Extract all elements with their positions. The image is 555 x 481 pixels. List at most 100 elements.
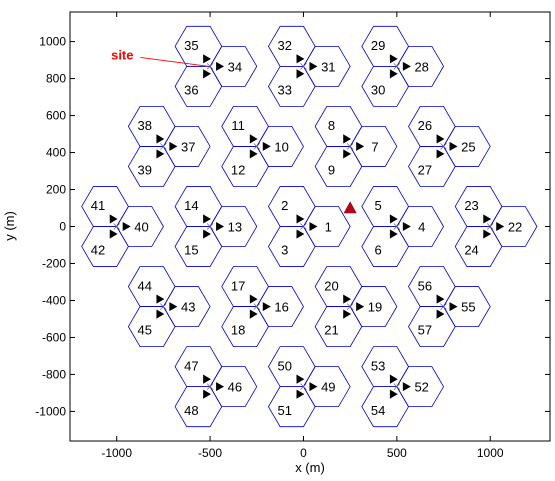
cell-label: 15 bbox=[184, 243, 198, 258]
cell-label: 45 bbox=[137, 323, 151, 338]
cell-label: 57 bbox=[418, 323, 432, 338]
user-marker-group bbox=[343, 201, 357, 214]
cell-label: 46 bbox=[228, 380, 242, 395]
site-cross bbox=[113, 223, 120, 230]
site-annotation-label: site bbox=[111, 47, 133, 62]
cell-label: 8 bbox=[328, 118, 335, 133]
sector-antenna bbox=[389, 229, 398, 239]
sector-antenna bbox=[389, 54, 398, 64]
site-cross bbox=[300, 223, 307, 230]
site-marker bbox=[296, 54, 318, 79]
site-marker bbox=[389, 374, 411, 399]
sector-antenna bbox=[436, 309, 445, 319]
y-tick-label: -800 bbox=[42, 367, 66, 381]
site-cross bbox=[393, 383, 401, 390]
y-tick-label: -200 bbox=[42, 256, 66, 270]
sector-antenna bbox=[402, 222, 411, 231]
sector-antenna bbox=[449, 302, 458, 312]
sector-antenna bbox=[156, 149, 165, 159]
y-tick-label: 400 bbox=[46, 146, 66, 160]
sector-antenna bbox=[249, 149, 258, 159]
sector-antenna bbox=[309, 222, 318, 231]
sector-antenna bbox=[249, 309, 258, 319]
cell-label: 23 bbox=[464, 198, 478, 213]
sector-antenna bbox=[169, 141, 178, 151]
cell-label: 17 bbox=[231, 278, 245, 293]
sector-antenna bbox=[309, 382, 318, 392]
sector-antenna bbox=[216, 61, 225, 71]
cell-label: 36 bbox=[184, 82, 198, 97]
sector-antenna bbox=[262, 302, 271, 312]
sector-antenna bbox=[296, 389, 305, 399]
sector-antenna bbox=[122, 222, 131, 231]
cell-label: 3 bbox=[281, 243, 288, 258]
y-tick-label: -400 bbox=[42, 293, 66, 307]
sector-antenna bbox=[356, 302, 365, 312]
site-cross bbox=[346, 303, 354, 310]
site-cross bbox=[393, 63, 401, 70]
cell-label: 39 bbox=[137, 163, 151, 178]
site-marker bbox=[249, 294, 271, 319]
site-marker bbox=[296, 374, 318, 399]
cell-label: 32 bbox=[278, 38, 292, 53]
sector-antenna bbox=[483, 229, 492, 239]
cell-label: 34 bbox=[228, 59, 242, 74]
cell-label: 49 bbox=[321, 380, 335, 395]
sector-antenna bbox=[389, 389, 398, 399]
sector-antenna bbox=[296, 229, 305, 239]
site-cross bbox=[160, 143, 167, 150]
cell-label: 47 bbox=[184, 358, 198, 373]
sector-antenna bbox=[203, 69, 211, 79]
y-axis-label: y (m) bbox=[2, 211, 17, 241]
site-marker bbox=[436, 294, 458, 319]
sector-antenna bbox=[109, 229, 118, 239]
site-cross bbox=[300, 63, 307, 70]
sector-antenna bbox=[296, 214, 305, 224]
cell-label: 35 bbox=[184, 38, 198, 53]
site-marker bbox=[389, 214, 411, 239]
cell-label: 24 bbox=[464, 243, 478, 258]
sector-antenna bbox=[449, 141, 458, 151]
cell-label: 38 bbox=[137, 118, 151, 133]
cell-label: 41 bbox=[91, 198, 105, 213]
cell-label: 26 bbox=[418, 118, 432, 133]
y-tick-label: 600 bbox=[46, 109, 66, 123]
site-cross bbox=[253, 143, 261, 150]
y-tick-label: -1000 bbox=[35, 404, 66, 418]
sector-antenna bbox=[496, 222, 505, 231]
sector-antenna bbox=[343, 294, 352, 304]
y-tick-label: 200 bbox=[46, 183, 66, 197]
cell-label: 52 bbox=[414, 380, 428, 395]
sector-antenna bbox=[436, 134, 445, 144]
cell-label: 20 bbox=[324, 278, 338, 293]
sector-antenna bbox=[402, 61, 411, 71]
cell-label: 43 bbox=[181, 300, 195, 315]
sector-antenna bbox=[156, 134, 165, 144]
cell-label: 29 bbox=[371, 38, 385, 53]
x-tick-label: 500 bbox=[387, 446, 407, 460]
sector-antenna bbox=[262, 141, 271, 151]
sector-antenna bbox=[203, 229, 211, 239]
cell-label: 28 bbox=[414, 59, 428, 74]
sector-antenna bbox=[356, 141, 365, 151]
sector-antenna bbox=[216, 382, 225, 392]
y-tick-label: 1000 bbox=[39, 35, 66, 49]
site-marker bbox=[203, 214, 225, 239]
site-cross bbox=[206, 383, 214, 390]
sector-antenna bbox=[402, 382, 411, 392]
cell-label: 54 bbox=[371, 403, 385, 418]
site-marker bbox=[389, 54, 411, 79]
site-annotation-arrow bbox=[140, 57, 209, 67]
y-tick-label: 800 bbox=[46, 72, 66, 86]
sector-antenna bbox=[343, 149, 352, 159]
x-tick-label: 0 bbox=[300, 446, 307, 460]
site-cross bbox=[300, 383, 307, 390]
sector-antenna bbox=[296, 374, 305, 384]
y-axis-ticks: 1000 800 600 400 200 0 -200 -400 -600 -800 -1000 bbox=[35, 35, 550, 418]
cell-label: 14 bbox=[184, 198, 198, 213]
site-marker bbox=[483, 214, 505, 239]
sector-antenna bbox=[436, 149, 445, 159]
cell-label: 7 bbox=[371, 139, 378, 154]
site-annotation: site bbox=[111, 47, 209, 67]
